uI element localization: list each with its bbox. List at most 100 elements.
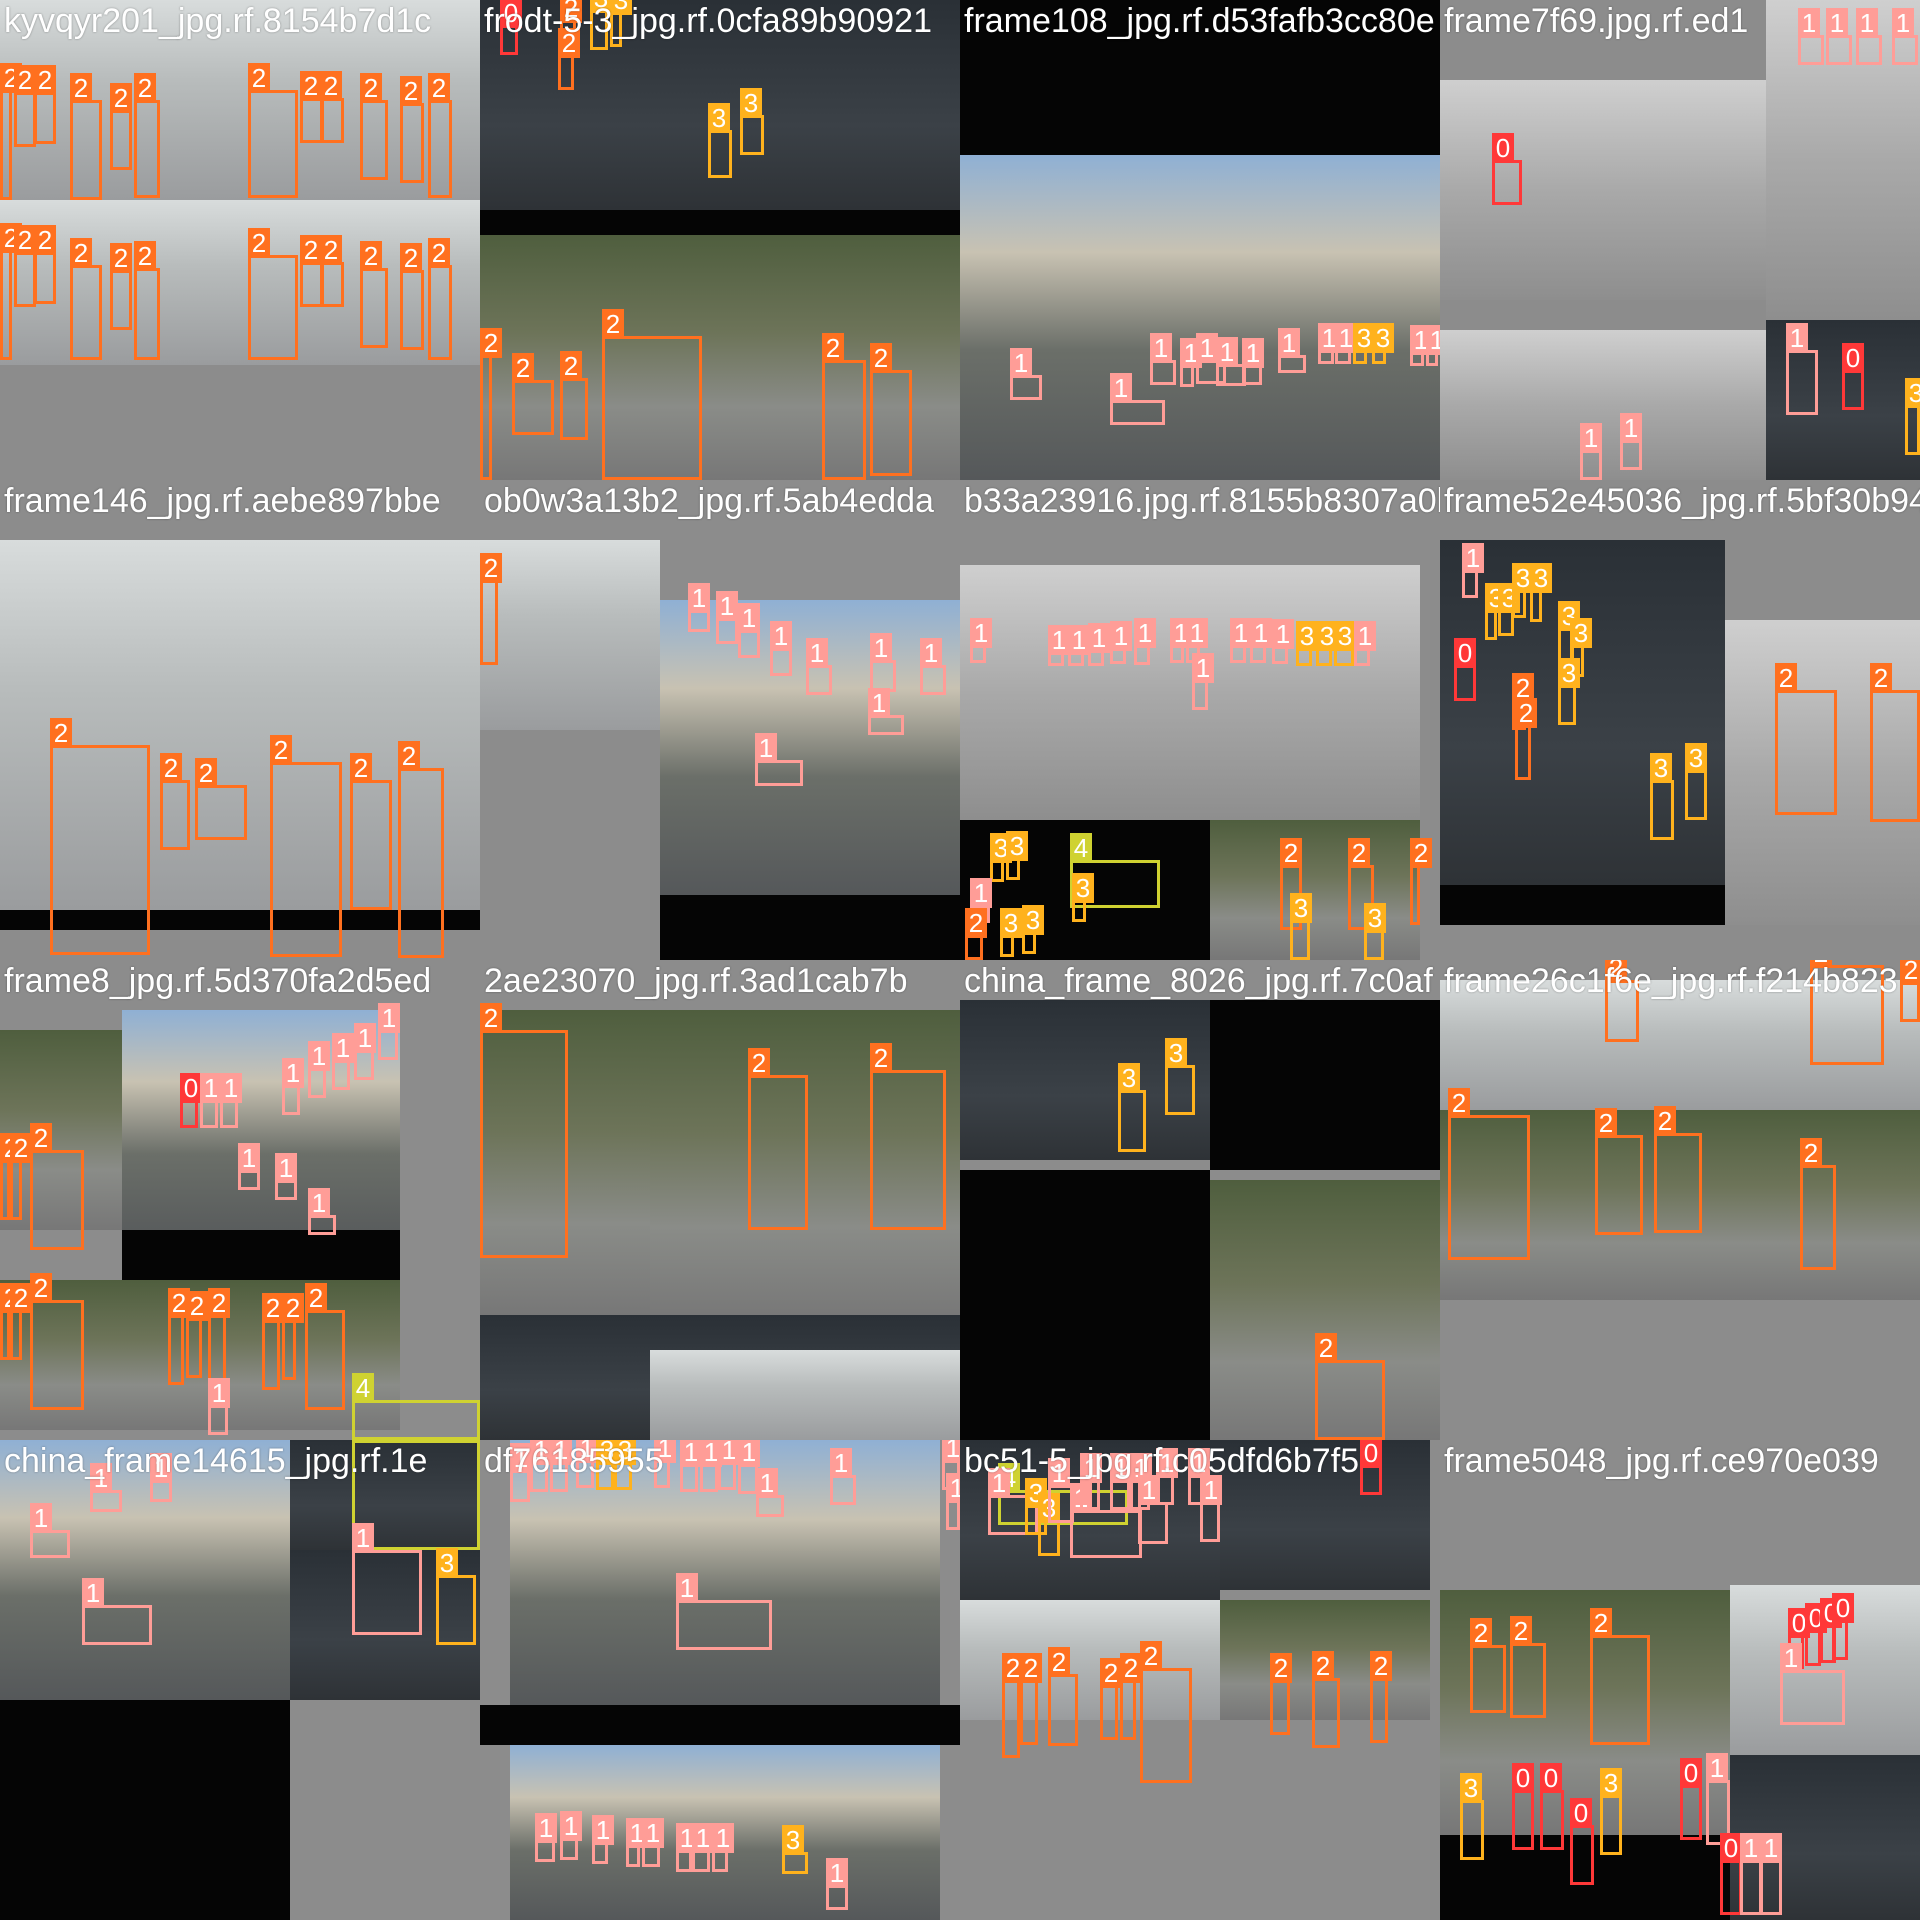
class-label: 3 (1364, 903, 1386, 933)
class-label: 1 (1335, 323, 1357, 353)
detection-box: 3 (436, 1548, 476, 1645)
detection-box: 0 (180, 1073, 202, 1128)
class-label: 0 (1570, 1798, 1592, 1828)
tile-filename: 2ae23070_jpg.rf.3ad1cab7b (484, 962, 908, 1000)
class-label: 2 (305, 1283, 327, 1313)
detection-box: 1 (275, 1153, 297, 1200)
detection-box: 2 (300, 235, 324, 307)
class-label: 2 (1870, 663, 1892, 693)
class-label: 1 (755, 733, 777, 763)
class-label: 1 (1110, 621, 1132, 651)
detection-box: 2 (1512, 673, 1534, 730)
detection-box: 1 (1826, 8, 1852, 65)
detection-box: 1 (1706, 1753, 1730, 1845)
detection-box: 1 (988, 1468, 1038, 1535)
class-label: 1 (30, 1503, 52, 1533)
detection-box: 0 (1680, 1758, 1702, 1840)
class-label: 1 (1048, 1458, 1070, 1488)
class-label: 1 (920, 638, 942, 668)
class-label: 1 (1318, 323, 1340, 353)
class-label: 2 (300, 71, 322, 101)
class-label: 2 (400, 76, 422, 106)
mosaic-tile: 0223333222222frodt-5-3_jpg.rf.0cfa89b909… (480, 0, 960, 480)
class-label: 2 (1100, 1658, 1122, 1688)
class-label: 2 (480, 328, 502, 358)
class-label: 2 (360, 241, 382, 271)
detection-box: 2 (1312, 1651, 1340, 1748)
detection-box: 3 (1006, 831, 1028, 880)
detection-box: 1 (1070, 1483, 1142, 1558)
class-label: 3 (1006, 831, 1028, 861)
detection-box: 2 (360, 73, 388, 180)
mosaic-tile: 2 2 2 2 2 2 frame146_jpg.rf.aebe897bbe (0, 480, 480, 960)
class-label: 0 (1832, 1593, 1854, 1623)
class-label: 1 (688, 583, 710, 613)
detection-box: 2 (248, 228, 298, 360)
detection-box: 1 (716, 591, 738, 644)
detection-box: 1 (1354, 621, 1376, 666)
class-label: 1 (756, 1468, 778, 1498)
detection-box: 2 (0, 1283, 22, 1360)
detection-box: 3 (614, 1440, 636, 1490)
class-label: 0 (180, 1073, 202, 1103)
tile-image-region (960, 155, 1440, 480)
tile-filename: frame108_jpg.rf.d53fafb3cc80e (964, 2, 1435, 40)
detection-box: 1 (1200, 1475, 1222, 1542)
class-label: 1 (1826, 8, 1848, 38)
tile-image-region (1440, 540, 1725, 885)
class-label: 2 (134, 241, 156, 271)
class-label: 1 (1354, 621, 1376, 651)
class-label: 3 (1353, 323, 1375, 353)
detection-box: 2 (30, 1273, 84, 1410)
detection-box: 2 (14, 65, 36, 147)
tile-filename: china_frame14615_jpg.rf.1e (4, 1442, 428, 1480)
class-label: 2 (1900, 960, 1920, 985)
class-label: 2 (1510, 1616, 1532, 1646)
class-label: 3 (1118, 1063, 1140, 1093)
class-label: 2 (134, 73, 156, 103)
class-label: 3 (1460, 1773, 1482, 1803)
class-label: 1 (82, 1578, 104, 1608)
tile-filename: frodt-5-3_jpg.rf.0cfa89b90921 (484, 2, 932, 40)
detection-box: 2 (134, 241, 160, 360)
class-label: 1 (576, 1440, 598, 1463)
class-label: 2 (1140, 1641, 1162, 1671)
detection-box: 2 (1315, 1333, 1385, 1440)
class-label: 1 (592, 1815, 614, 1845)
detection-box: 2 (870, 343, 912, 476)
class-label: 2 (965, 908, 987, 938)
detection-box: 1 (920, 638, 946, 695)
class-label: 3 (614, 1440, 636, 1465)
detection-box: 2 (1370, 1651, 1392, 1743)
detection-box: 3 (590, 0, 612, 50)
class-label: 3 (1334, 621, 1356, 651)
class-label: 3 (610, 0, 632, 15)
detection-box: 1 (626, 1818, 648, 1867)
class-label: 1 (680, 1440, 702, 1467)
class-label: 2 (558, 28, 580, 58)
class-label: 3 (1372, 323, 1394, 353)
class-label: 1 (1740, 1833, 1762, 1863)
detection-box: 1 (676, 1823, 698, 1872)
detection-box: 1 (354, 1023, 376, 1080)
detection-box: 2 (186, 1291, 208, 1378)
class-label: 1 (238, 1143, 260, 1173)
detection-box: 1 (308, 1041, 330, 1098)
tile-image-region (0, 1440, 290, 1700)
detection-box: 1 (1335, 323, 1357, 364)
class-label: 0 (1720, 1833, 1742, 1863)
class-label: 1 (1426, 325, 1440, 355)
class-label: 2 (350, 753, 372, 783)
detection-box: 3 (1485, 583, 1507, 640)
detection-box: 2 (428, 73, 452, 198)
detection-box: 2 (602, 309, 702, 480)
class-label: 2 (1410, 838, 1432, 868)
tile-filename: frame7f69.jpg.rf.ed1 (1444, 2, 1749, 40)
detection-box: 1 (530, 1440, 552, 1492)
detection-box: 4 (352, 1373, 480, 1440)
detection-box: 2 (1270, 1653, 1292, 1735)
tile-image-region (1440, 330, 1766, 480)
detection-box: 1 (510, 1443, 532, 1502)
class-label: 3 (1650, 753, 1672, 783)
detection-box: 4 (352, 1440, 480, 1550)
